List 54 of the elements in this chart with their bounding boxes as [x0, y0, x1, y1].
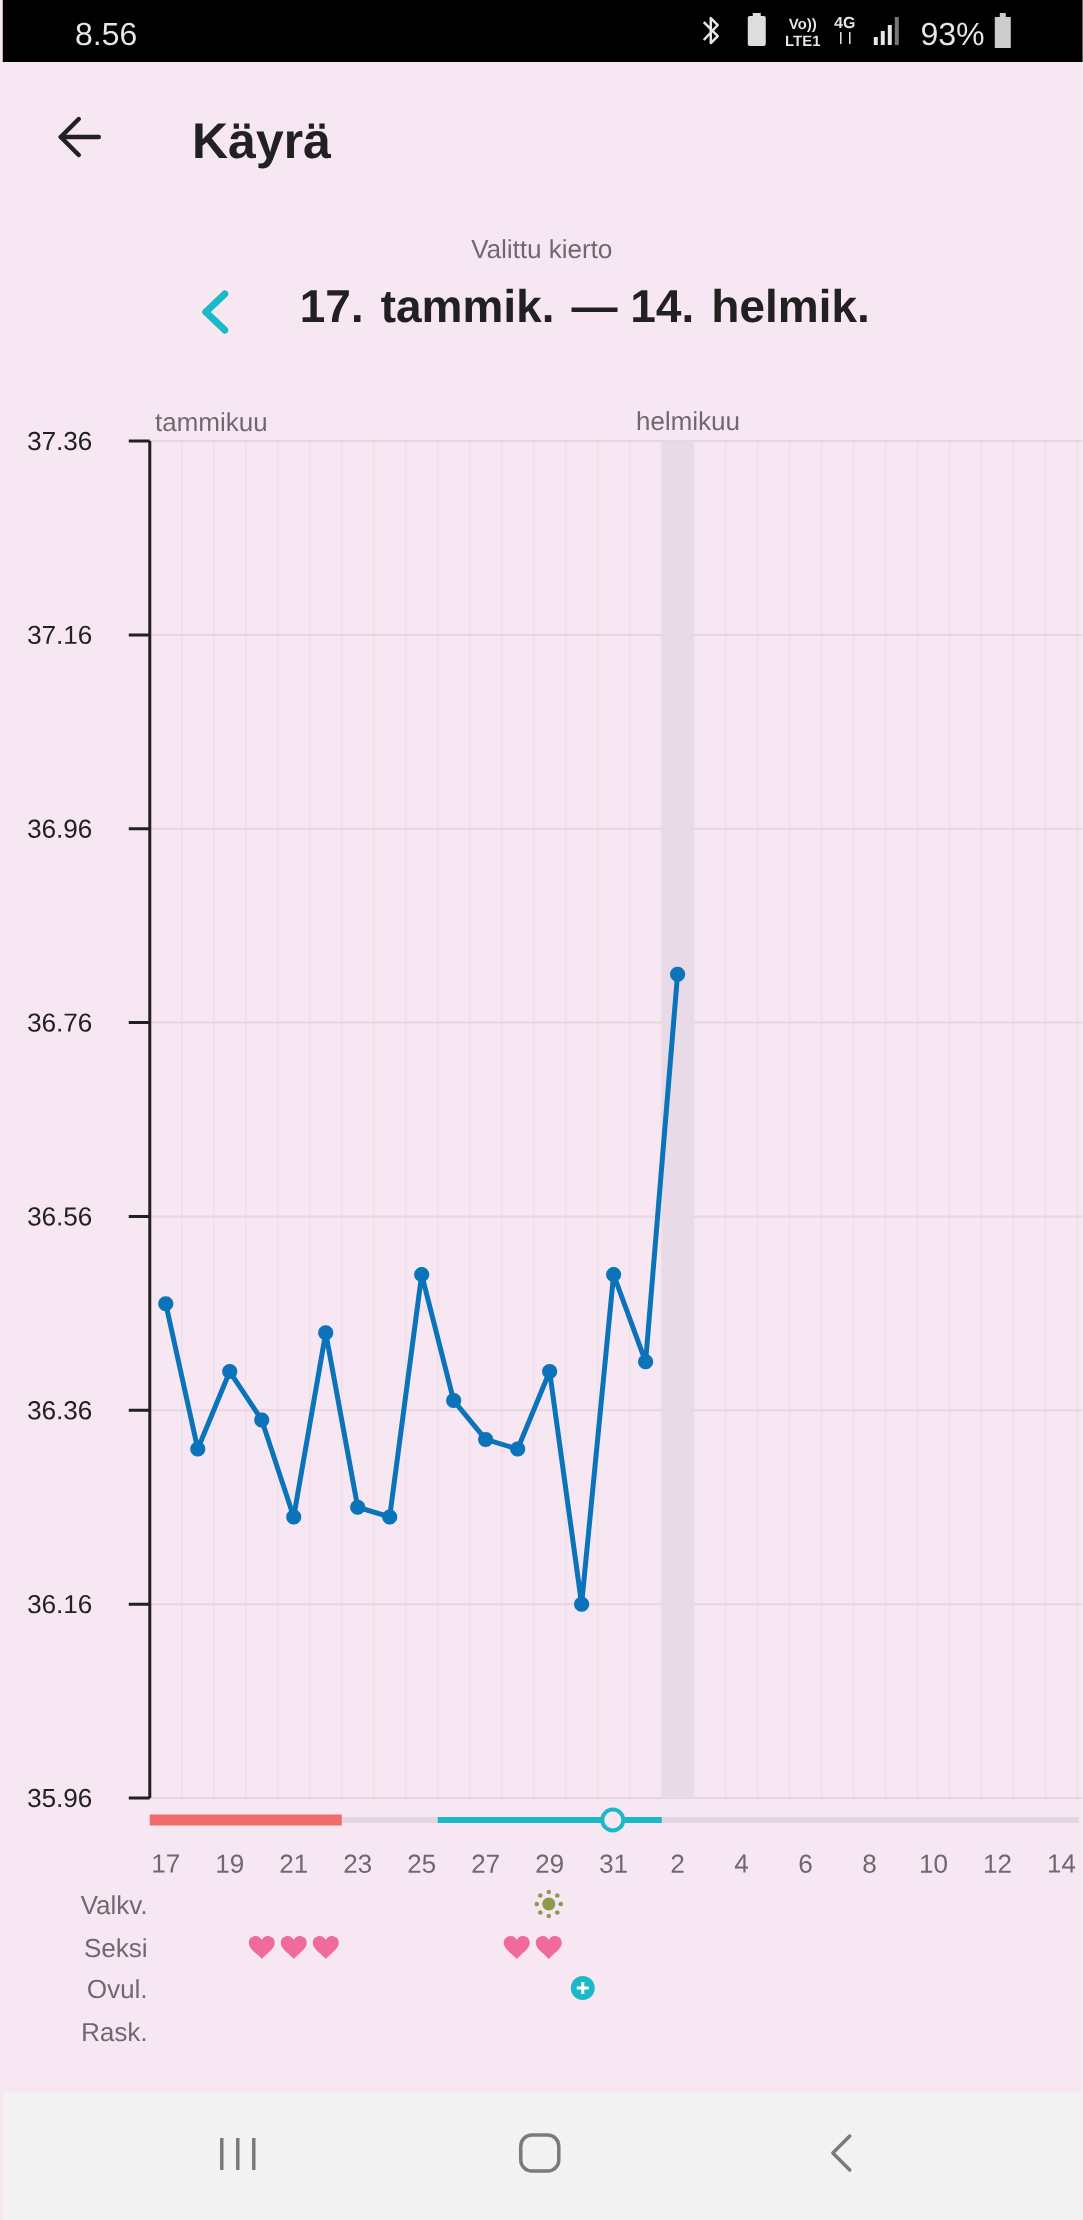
x-tick-label: 19 — [217, 1854, 244, 1873]
x-tick-label: 2 — [671, 1854, 684, 1873]
x-tick-label: 17 — [153, 1854, 180, 1873]
x-tick-label: 10 — [921, 1854, 948, 1873]
point — [670, 966, 686, 982]
text: Seksi — [85, 1938, 146, 1958]
text: Vo)) — [788, 18, 817, 33]
x-tick-label: 6 — [799, 1854, 812, 1873]
text: 4G — [834, 16, 855, 29]
x-tick-label: 12 — [985, 1854, 1011, 1873]
y-tick-label: 37.36 — [28, 431, 92, 451]
y-tick-label: 36.76 — [28, 1013, 92, 1032]
y-tick-label: 36.36 — [28, 1401, 92, 1420]
x-tick-label: 4 — [735, 1854, 749, 1873]
text: LTE1 — [786, 35, 821, 47]
x-tick-label: 21 — [280, 1854, 308, 1873]
point — [286, 1509, 302, 1525]
y-tick-label: 36.96 — [28, 819, 92, 838]
text: Rask. — [83, 2022, 146, 2042]
point — [446, 1393, 462, 1409]
x-tick-label: 25 — [408, 1854, 436, 1873]
point — [254, 1412, 270, 1428]
chart-title: Käyrä — [195, 123, 332, 169]
y-tick-label: 37.16 — [28, 625, 92, 645]
y-tick-label: 36.56 — [28, 1207, 92, 1226]
point — [574, 1596, 590, 1612]
x-tick-label: 23 — [344, 1854, 372, 1873]
chart-subtitle: 17. tammik. — 14. helmik. — [302, 288, 867, 323]
point — [638, 1354, 654, 1370]
point — [158, 1296, 174, 1312]
x-tick-label: 14 — [1049, 1854, 1076, 1873]
point — [542, 1363, 558, 1380]
x-tick-label: 27 — [472, 1854, 499, 1873]
y-tick-label: 36.16 — [28, 1594, 92, 1614]
text: Valkv. — [80, 1895, 146, 1915]
point — [190, 1441, 206, 1457]
point — [510, 1441, 526, 1457]
text: 93% — [922, 22, 984, 46]
y-tick-label: 35.96 — [28, 1788, 92, 1808]
text: Valittu kierto — [471, 239, 612, 259]
point — [318, 1325, 334, 1341]
text: 8.56 — [76, 22, 136, 46]
point — [350, 1499, 366, 1515]
x-tick-label: 31 — [600, 1854, 627, 1873]
point — [478, 1431, 494, 1447]
point — [382, 1509, 398, 1525]
x-tick-label: 29 — [536, 1854, 563, 1873]
point — [414, 1267, 430, 1283]
point — [222, 1363, 238, 1380]
x-tick-label: 8 — [863, 1854, 876, 1873]
text: tammikuu — [155, 412, 267, 432]
point — [606, 1267, 622, 1283]
text: helmikuu — [637, 411, 739, 431]
text: Ovul. — [88, 1979, 146, 1999]
